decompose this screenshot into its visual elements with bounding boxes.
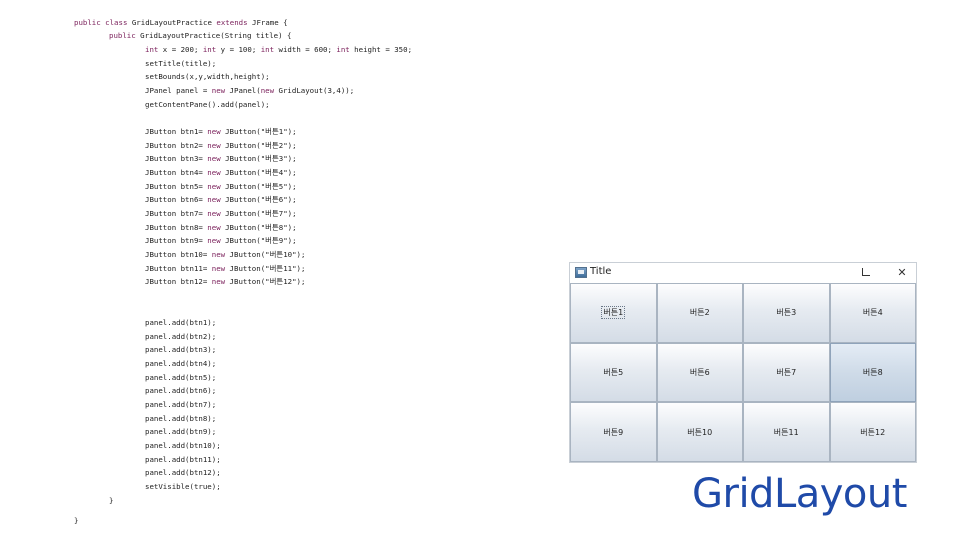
code-line: JButton btn8= new JButton("버튼8"); [145, 223, 297, 232]
code-line: } [74, 516, 79, 525]
code-line: panel.add(btn5); [145, 373, 217, 382]
code-line: JPanel panel = new JPanel(new GridLayout… [145, 86, 355, 95]
button-label: 버튼9 [603, 427, 624, 437]
code-line: panel.add(btn12); [145, 468, 221, 477]
grid-button-12[interactable]: 버튼12 [829, 402, 916, 462]
grid-button-10[interactable]: 버튼10 [656, 402, 743, 462]
code-line: } [109, 496, 114, 505]
code-line: setBounds(x,y,width,height); [145, 72, 270, 81]
button-label: 버튼10 [687, 427, 713, 437]
code-line: int x = 200; int y = 100; int width = 60… [145, 45, 413, 54]
grid-button-11[interactable]: 버튼11 [743, 402, 830, 462]
grid-button-5[interactable]: 버튼5 [570, 342, 657, 403]
code-line: JButton btn5= new JButton("버튼5"); [145, 182, 297, 191]
code-line: setTitle(title); [145, 59, 217, 68]
code-line: JButton btn2= new JButton("버튼2"); [145, 141, 297, 150]
code-listing: public class GridLayoutPractice extends … [74, 18, 413, 525]
grid-button-8[interactable]: 버튼8 [829, 342, 916, 403]
maximize-button[interactable] [856, 264, 876, 282]
button-grid: 버튼1 버튼2 버튼3 버튼4 버튼5 버튼6 버튼7 버튼8 버튼9 버튼10… [570, 283, 916, 462]
button-label: 버튼11 [773, 427, 799, 437]
code-line: panel.add(btn3); [145, 345, 217, 354]
button-label: 버튼3 [776, 308, 797, 318]
code-line: panel.add(btn2); [145, 332, 217, 341]
code-line: JButton btn1= new JButton("버튼1"); [145, 127, 297, 136]
maximize-icon [862, 268, 870, 276]
button-label: 버튼8 [862, 367, 883, 377]
slide-heading: GridLayout [692, 471, 907, 517]
code-line: JButton btn9= new JButton("버튼9"); [145, 236, 297, 245]
grid-button-4[interactable]: 버튼4 [829, 283, 916, 343]
code-line: public class GridLayoutPractice extends … [74, 18, 288, 27]
window-title: Title [590, 266, 612, 277]
code-line: JButton btn11= new JButton("버튼11"); [145, 264, 306, 273]
close-button[interactable]: ✕ [897, 266, 907, 279]
code-line: JButton btn6= new JButton("버튼6"); [145, 195, 297, 204]
button-label: 버튼1 [601, 306, 626, 320]
code-line: getContentPane().add(panel); [145, 100, 270, 109]
code-line: panel.add(btn6); [145, 386, 217, 395]
grid-button-1[interactable]: 버튼1 [570, 283, 657, 343]
code-line: panel.add(btn7); [145, 400, 217, 409]
code-line: panel.add(btn4); [145, 359, 217, 368]
button-label: 버튼7 [776, 367, 797, 377]
code-line: JButton btn10= new JButton("버튼10"); [145, 250, 306, 259]
button-label: 버튼5 [603, 367, 624, 377]
grid-button-7[interactable]: 버튼7 [743, 342, 830, 403]
button-label: 버튼2 [689, 308, 710, 318]
java-app-icon [575, 267, 587, 278]
code-line: panel.add(btn11); [145, 455, 221, 464]
grid-button-6[interactable]: 버튼6 [656, 342, 743, 403]
code-line: panel.add(btn10); [145, 441, 221, 450]
swing-window: Title ✕ 버튼1 버튼2 버튼3 버튼4 버튼5 버튼6 버튼7 버튼8 … [569, 262, 917, 463]
button-label: 버튼4 [862, 308, 883, 318]
code-line: panel.add(btn9); [145, 427, 217, 436]
grid-button-2[interactable]: 버튼2 [656, 283, 743, 343]
code-line: panel.add(btn1); [145, 318, 217, 327]
button-label: 버튼12 [860, 427, 886, 437]
code-line: panel.add(btn8); [145, 414, 217, 423]
code-line: JButton btn3= new JButton("버튼3"); [145, 154, 297, 163]
code-line: JButton btn12= new JButton("버튼12"); [145, 277, 306, 286]
grid-button-9[interactable]: 버튼9 [570, 402, 657, 462]
code-line: public GridLayoutPractice(String title) … [109, 31, 292, 40]
button-label: 버튼6 [689, 367, 710, 377]
code-line: JButton btn4= new JButton("버튼4"); [145, 168, 297, 177]
code-line: JButton btn7= new JButton("버튼7"); [145, 209, 297, 218]
code-line: setVisible(true); [145, 482, 221, 491]
grid-button-3[interactable]: 버튼3 [743, 283, 830, 343]
window-titlebar[interactable]: Title ✕ [570, 263, 916, 283]
